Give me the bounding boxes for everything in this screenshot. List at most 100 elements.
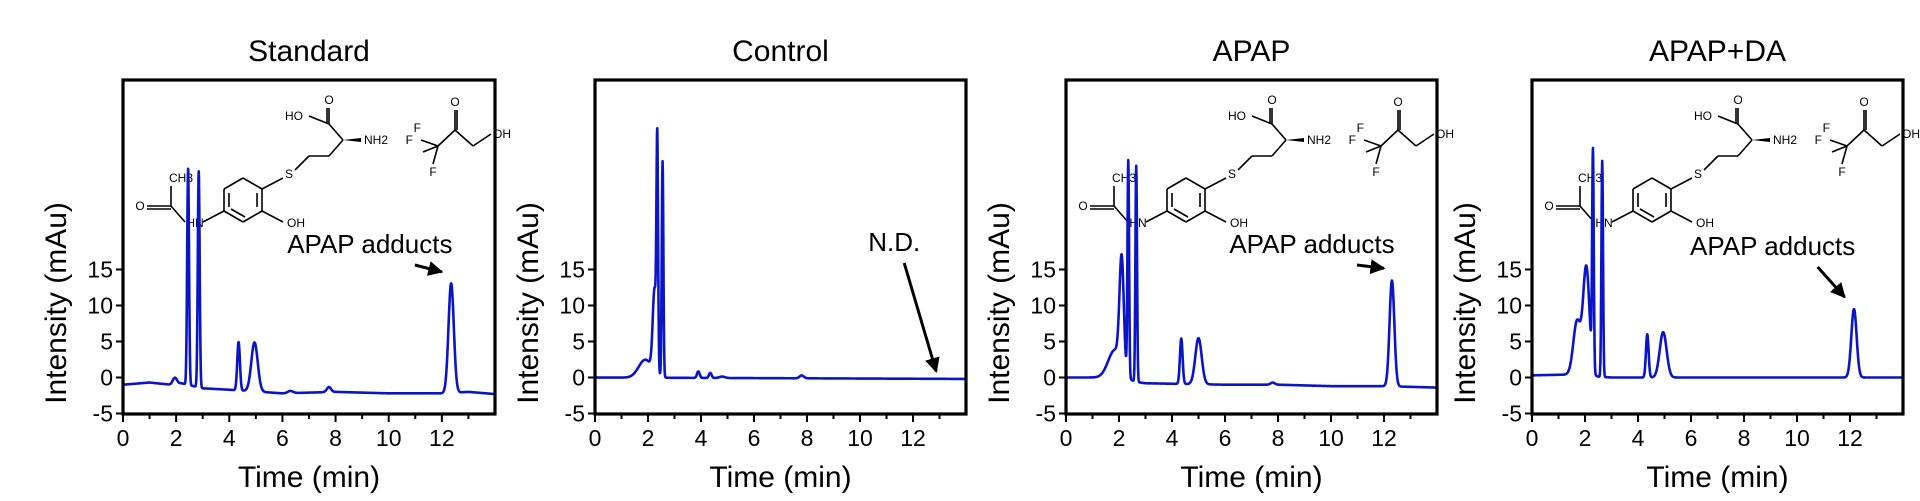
y-tick-label: 15 [87,257,113,283]
chem-bond [1670,210,1693,223]
y-tick-label: 5 [1043,329,1056,355]
chem-bond [294,155,310,171]
chem-bond [1166,210,1187,223]
chem-label-f: F [1372,165,1379,179]
chem-label-f: F [406,133,413,147]
chem-label-f: F [429,165,436,179]
chem-bond [1397,129,1417,147]
y-axis-label: Intensity (mAu) [983,202,1016,404]
chem-label-oh: OH [1230,216,1248,230]
chem-bond [1166,177,1187,190]
x-tick-label: 4 [1166,425,1179,451]
chem-bond [223,210,244,223]
chem-label-ho: HO [1228,109,1246,123]
chem-bond [454,129,474,147]
chem-bond [1204,210,1227,223]
chem-label-o: O [1393,95,1402,109]
x-tick-label: 12 [1837,425,1863,451]
chem-bond [1113,205,1129,223]
chem-label-nh2: NH2 [1307,133,1331,147]
y-axis-label: Intensity (mAu) [1449,202,1482,404]
x-tick-label: 10 [376,425,402,451]
chem-label-f: F [1823,121,1830,135]
x-tick-label: 2 [642,425,655,451]
chem-label-f: F [1838,165,1845,179]
panel-title: Control [732,35,829,68]
chem-bond [432,145,439,165]
x-axis-label: Time (min) [238,461,380,494]
y-tick-label: -5 [93,401,113,427]
chem-bond [422,145,439,153]
chem-wedge [1752,138,1770,142]
panel-title: APAP+DA [1649,35,1786,68]
y-tick-label: 10 [1030,293,1056,319]
chem-bond [1185,177,1206,190]
chem-label-oh: OH [1436,127,1454,141]
chem-label-f: F [1815,133,1822,147]
x-tick-label: 2 [1579,425,1592,451]
chem-label-ch3: CH3 [1578,171,1602,185]
chem-bond [1737,123,1753,141]
chem-bond [437,129,456,147]
annotation-arrow [1356,259,1386,275]
chem-bond [1380,129,1399,147]
y-tick-label: 0 [1043,365,1056,391]
chem-label-oh: OH [1902,127,1920,141]
y-tick-label: 0 [572,365,585,391]
x-tick-label: 12 [900,425,926,451]
x-axis-label: Time (min) [1180,461,1322,494]
chem-label-ho: HO [1694,109,1712,123]
chem-bond [1639,208,1655,218]
y-tick-label: 0 [100,365,113,391]
chem-bond [1375,145,1382,165]
chem-bond [1145,210,1168,223]
chem-bond [1237,155,1253,171]
y-tick-label: -5 [565,401,585,427]
chem-label-o: O [1267,93,1276,107]
chromatogram-trace [595,127,966,381]
y-tick-label: 5 [100,329,113,355]
chem-wedge [343,138,361,142]
chem-bond [1829,139,1848,147]
chem-label-nh2: NH2 [1773,133,1797,147]
annotation-arrow [414,261,444,276]
y-tick-label: 10 [559,293,585,319]
chem-label-o: O [1544,199,1553,213]
chem-label-oh: OH [493,127,511,141]
x-tick-label: 2 [1113,425,1126,451]
x-tick-label: 4 [1632,425,1645,451]
x-tick-label: 8 [801,425,814,451]
annotation-arrow [1816,265,1846,299]
chem-label-oh: OH [287,216,305,230]
annotation-label: APAP adducts [287,229,452,259]
y-tick-label: 10 [1496,293,1522,319]
chem-bond [1365,145,1382,153]
chem-label-s: S [1228,167,1236,181]
y-tick-label: -5 [1502,401,1522,427]
panel-title: APAP [1213,35,1291,68]
annotation-arrow [902,262,940,373]
y-tick-label: 10 [87,293,113,319]
x-tick-label: 2 [170,425,183,451]
annotation-label: APAP adducts [1229,229,1394,259]
chem-label-o: O [135,199,144,213]
chem-bond [242,210,263,223]
chem-bond [1863,129,1883,147]
x-tick-label: 6 [748,425,761,451]
chromatogram-trace [1066,158,1437,389]
chem-bond [472,133,492,147]
x-tick-label: 10 [1318,425,1344,451]
chem-bond [1632,210,1653,223]
panel-title: Standard [248,35,370,68]
y-axis-label: Intensity (mAu) [40,202,73,404]
chem-bond [1632,177,1653,190]
chromatogram-trace [1532,146,1903,379]
chem-label-f: F [1349,133,1356,147]
y-tick-label: -5 [1036,401,1056,427]
chem-bond [1651,210,1672,223]
y-tick-label: 5 [572,329,585,355]
chem-label-oh: OH [1696,216,1714,230]
